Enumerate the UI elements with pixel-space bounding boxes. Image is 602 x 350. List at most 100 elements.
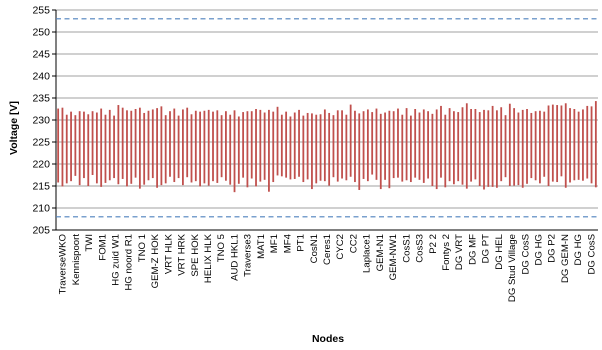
range-bar [384,112,386,180]
range-bar [61,107,64,187]
range-bar [422,109,425,183]
y-tick-label: 220 [32,159,50,171]
x-tick-label: DG P2 [547,234,558,263]
data-bars [57,101,597,193]
x-tick-label: DG CosS [586,234,597,275]
range-bar [560,105,563,177]
range-bar [246,111,249,188]
range-bar [121,107,124,179]
range-bar [405,108,408,181]
range-bar [483,109,485,190]
range-bar [379,113,382,190]
x-tick-label: VRT HRK [177,233,188,275]
range-bar [564,103,567,188]
x-tick-label: DG CosS [520,234,531,275]
range-bar [91,111,94,175]
range-bar [543,111,546,177]
range-bar [401,114,404,182]
range-bar [453,111,455,185]
x-tick-label: MAT1 [256,234,267,259]
x-tick-label: MF4 [282,233,293,253]
range-bar [431,113,434,186]
range-bar [285,111,288,178]
x-tick-label: CosS1 [401,234,412,263]
range-bar [448,108,451,182]
x-tick-label: TraverseWKO [58,234,69,294]
range-bar [366,109,369,182]
range-bar [392,111,395,179]
range-bar [70,111,72,182]
x-tick-label: TWI [84,234,95,252]
x-tick-label: PT1 [296,234,307,252]
x-tick-label: GEM-NW1 [388,234,399,280]
range-bar [521,109,524,188]
x-tick-label: TNO 1 [137,234,148,262]
reference-lines [56,18,598,218]
range-bar [375,108,378,180]
range-bar [418,112,421,180]
range-bar [582,109,584,181]
x-tick-label: GEM-N1 [375,234,386,271]
range-bar [298,109,300,177]
x-tick-label: GEM-Z HOK [150,233,161,288]
range-bar [388,110,391,189]
x-tick-label: Kennispoort [71,234,82,286]
x-tick-label: DG PT [481,234,492,263]
range-bar [534,111,537,181]
range-bar [182,109,184,186]
y-tick-label: 205 [32,225,50,237]
range-bar [358,113,361,190]
range-bar [203,110,206,184]
range-bar [504,115,507,178]
range-bar [371,112,374,175]
range-bar [319,114,322,181]
range-bar [530,112,533,179]
range-bar [207,109,210,186]
range-bar [268,109,270,192]
range-bar [414,109,417,178]
range-bar [100,108,103,187]
range-bar [577,111,580,180]
range-bar [216,110,219,183]
range-bar [332,115,335,178]
x-tick-label: Traverse3 [243,234,254,277]
x-tick-label: FOM1 [97,234,108,261]
range-bar [280,114,283,177]
range-bar [160,106,163,186]
x-tick-label: DG HG [534,234,545,265]
range-bar [134,109,137,178]
range-bar [474,109,477,180]
range-bar [225,111,227,181]
x-tick-label: TNO 5 [216,234,227,262]
range-bar [87,114,90,186]
range-bar [126,110,128,187]
range-bar [302,115,305,183]
range-bar [276,106,279,176]
x-tick-label: DG Stud Village [507,234,518,302]
range-bar [311,113,313,190]
range-bar [173,108,176,183]
range-bar [526,109,528,184]
x-tick-label: DG VRT [454,234,465,270]
range-bar [513,108,516,186]
range-bar [551,104,554,182]
x-tick-label: DG HG [573,234,584,265]
range-bar [354,110,356,183]
range-bar [491,105,494,187]
range-bar [362,111,365,179]
range-bar [323,109,326,182]
range-bar [539,110,541,184]
range-bar [465,103,468,189]
x-tick-label: DG GEM-N [560,234,571,283]
range-bar [263,112,266,180]
range-bar [117,105,120,185]
y-tick-label: 235 [32,93,50,105]
range-bar [594,101,597,188]
range-bar [345,114,348,181]
range-bar [78,111,81,186]
range-bar [487,110,490,187]
y-tick-label: 255 [32,5,50,17]
range-bar [233,110,236,193]
x-tick-label: HG zuid W1 [110,234,121,286]
